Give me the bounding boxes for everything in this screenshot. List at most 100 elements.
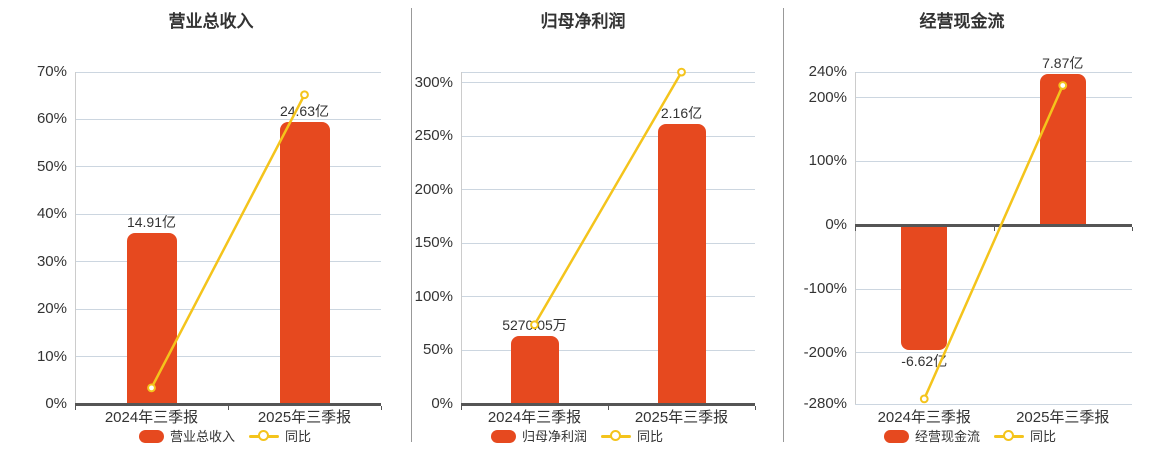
- y-tick-label: 50%: [422, 341, 453, 359]
- y-tick-label: 100%: [808, 152, 847, 170]
- bar[interactable]: [126, 233, 177, 404]
- y-tick-label: 240%: [808, 63, 847, 80]
- category-label: 2024年三季报: [104, 409, 199, 426]
- revenue-chart-panel: 营业总收入 0% 10% 20% 30% 40% 50% 60% 70% 14.91亿 2024年三…: [0, 0, 411, 450]
- gridline: [855, 160, 1132, 162]
- gridline: [855, 288, 1132, 290]
- bar[interactable]: [279, 121, 330, 404]
- x-axis-tick: [1132, 226, 1133, 231]
- x-axis-tick: [75, 405, 76, 410]
- y-tick-label: 10%: [36, 347, 67, 365]
- x-axis-tick: [461, 405, 462, 410]
- gridline: [461, 71, 755, 73]
- legend-bar-label: 经营现金流: [914, 428, 980, 444]
- gridline: [75, 261, 381, 263]
- category-label: 2025年三季报: [257, 409, 352, 426]
- y-tick-label: 30%: [36, 252, 67, 270]
- gridline: [75, 308, 381, 310]
- x-axis-line: [75, 402, 381, 406]
- category-label: 2025年三季报: [1016, 409, 1110, 426]
- legend: 经营现金流 同比: [883, 428, 1056, 444]
- legend-bar-label: 营业总收入: [169, 428, 235, 444]
- chart-title: 经营现金流: [919, 12, 1005, 31]
- legend-item-bar[interactable]: 营业总收入: [138, 428, 235, 444]
- y-axis-line: [461, 72, 462, 404]
- y-tick-label: 0%: [825, 216, 847, 234]
- gridline: [461, 242, 755, 244]
- gridline: [75, 166, 381, 168]
- bar-value-label: 14.91亿: [126, 214, 177, 231]
- bar-value-label: 7.87亿: [1042, 54, 1084, 71]
- bar[interactable]: [901, 225, 948, 350]
- y-tick-label: -100%: [803, 280, 847, 298]
- y-tick-label: -280%: [803, 395, 847, 412]
- x-axis-tick: [993, 226, 995, 231]
- x-axis-tick: [855, 226, 856, 231]
- legend-item-line[interactable]: 同比: [994, 429, 1056, 444]
- chart-title: 营业总收入: [168, 12, 254, 31]
- y-tick-label: 70%: [36, 63, 67, 80]
- bar[interactable]: [510, 336, 559, 404]
- legend-line-label: 同比: [637, 428, 664, 444]
- gridline: [461, 189, 755, 191]
- y-tick-label: 300%: [414, 73, 453, 91]
- bar-series-swatch-icon: [490, 429, 516, 443]
- gridline: [855, 403, 1132, 405]
- x-axis-line: [461, 402, 755, 406]
- y-axis-line: [75, 72, 76, 404]
- y-tick-label: 0%: [45, 395, 67, 412]
- cash-flow-chart-panel: 经营现金流 -280% -200% -100% 0% 100% 200% 240% -6.62亿…: [783, 0, 1160, 450]
- legend-item-line[interactable]: 同比: [249, 429, 311, 444]
- legend: 归母净利润 同比: [490, 428, 663, 444]
- y-tick-label: 150%: [414, 234, 453, 252]
- gridline: [855, 71, 1132, 73]
- chart-title: 归母净利润: [540, 12, 626, 31]
- category-label: 2025年三季报: [634, 409, 729, 426]
- x-axis-tick: [228, 405, 229, 410]
- x-axis-tick: [755, 405, 756, 410]
- category-label: 2024年三季报: [487, 409, 582, 426]
- y-tick-label: 100%: [414, 287, 453, 305]
- gridline: [461, 349, 755, 351]
- line-series-marker-icon: [601, 429, 631, 443]
- legend: 营业总收入 同比: [138, 428, 311, 444]
- line-series-marker-icon: [994, 429, 1024, 443]
- gridline: [855, 97, 1132, 99]
- y-axis-line: [855, 72, 856, 404]
- y-tick-label: 200%: [808, 88, 847, 106]
- bar-value-label: -6.62亿: [901, 352, 948, 369]
- bar[interactable]: [657, 123, 706, 404]
- bar[interactable]: [1039, 73, 1086, 226]
- y-tick-label: 250%: [414, 127, 453, 145]
- panel-divider: [782, 8, 784, 442]
- y-tick-label: 50%: [36, 157, 67, 175]
- legend-line-label: 同比: [1030, 428, 1057, 444]
- legend-item-line[interactable]: 同比: [601, 429, 663, 444]
- legend-line-label: 同比: [285, 428, 312, 444]
- bar-series-swatch-icon: [138, 429, 164, 443]
- category-label: 2024年三季报: [877, 409, 971, 426]
- bar-value-label: 2.16亿: [660, 104, 703, 121]
- gridline: [461, 296, 755, 298]
- legend-bar-label: 归母净利润: [521, 428, 587, 444]
- line-series-marker-icon: [249, 429, 279, 443]
- bar-value-label: 5270.05万: [502, 317, 567, 334]
- x-axis-tick: [381, 405, 382, 410]
- y-tick-label: -200%: [803, 343, 847, 361]
- x-axis-tick: [608, 405, 609, 410]
- gridline: [75, 71, 381, 73]
- bar-value-label: 24.63亿: [279, 102, 330, 119]
- panel-divider: [410, 8, 412, 442]
- legend-item-bar[interactable]: 归母净利润: [490, 428, 587, 444]
- legend-item-bar[interactable]: 经营现金流: [883, 428, 980, 444]
- y-tick-label: 0%: [431, 395, 453, 412]
- y-tick-label: 60%: [36, 110, 67, 128]
- net-profit-chart-panel: 归母净利润 0% 50% 100% 150% 200% 250% 300% 5270.05万 20…: [411, 0, 783, 450]
- y-tick-label: 20%: [36, 300, 67, 318]
- bar-series-swatch-icon: [883, 429, 909, 443]
- gridline: [461, 82, 755, 84]
- gridline: [75, 356, 381, 358]
- gridline: [461, 135, 755, 137]
- y-tick-label: 200%: [414, 180, 453, 198]
